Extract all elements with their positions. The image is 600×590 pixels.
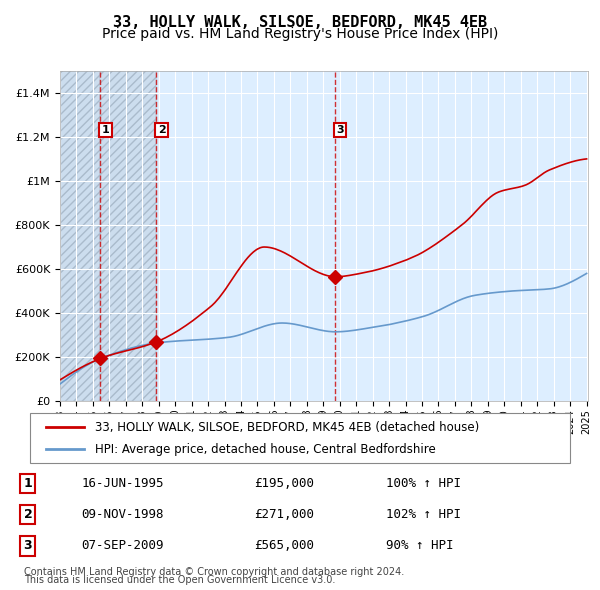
Text: HPI: Average price, detached house, Central Bedfordshire: HPI: Average price, detached house, Cent… — [95, 442, 436, 455]
Bar — [100, 71, 157, 401]
Text: 1: 1 — [102, 125, 109, 135]
Text: 33, HOLLY WALK, SILSOE, BEDFORD, MK45 4EB: 33, HOLLY WALK, SILSOE, BEDFORD, MK45 4E… — [113, 15, 487, 30]
Bar — [100, 71, 157, 401]
Text: Contains HM Land Registry data © Crown copyright and database right 2024.: Contains HM Land Registry data © Crown c… — [24, 567, 404, 577]
Text: This data is licensed under the Open Government Licence v3.0.: This data is licensed under the Open Gov… — [24, 575, 335, 585]
Bar — [60, 71, 100, 401]
Text: 90% ↑ HPI: 90% ↑ HPI — [386, 539, 454, 552]
Text: 3: 3 — [336, 125, 343, 135]
Text: 33, HOLLY WALK, SILSOE, BEDFORD, MK45 4EB (detached house): 33, HOLLY WALK, SILSOE, BEDFORD, MK45 4E… — [95, 421, 479, 434]
Text: 100% ↑ HPI: 100% ↑ HPI — [386, 477, 461, 490]
Text: 2: 2 — [23, 509, 32, 522]
Text: 2: 2 — [158, 125, 166, 135]
Text: 07-SEP-2009: 07-SEP-2009 — [81, 539, 164, 552]
Text: £565,000: £565,000 — [254, 539, 314, 552]
Text: £271,000: £271,000 — [254, 509, 314, 522]
Text: Price paid vs. HM Land Registry's House Price Index (HPI): Price paid vs. HM Land Registry's House … — [102, 27, 498, 41]
Text: £195,000: £195,000 — [254, 477, 314, 490]
Bar — [60, 71, 100, 401]
Text: 09-NOV-1998: 09-NOV-1998 — [81, 509, 164, 522]
Text: 16-JUN-1995: 16-JUN-1995 — [81, 477, 164, 490]
Text: 102% ↑ HPI: 102% ↑ HPI — [386, 509, 461, 522]
FancyBboxPatch shape — [30, 413, 570, 463]
Text: 1: 1 — [23, 477, 32, 490]
Text: 3: 3 — [23, 539, 32, 552]
